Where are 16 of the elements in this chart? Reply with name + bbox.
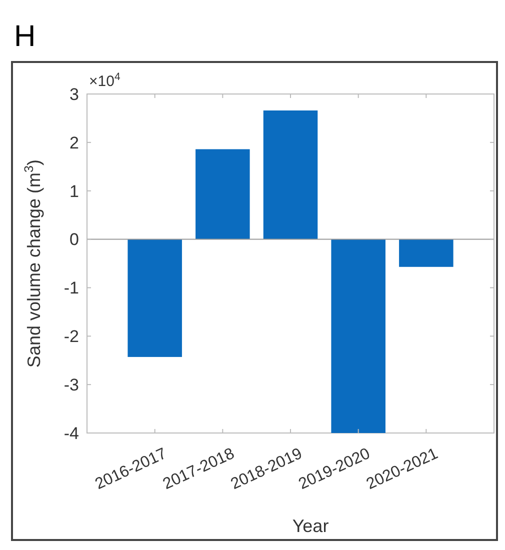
y-tick-label: 3 — [70, 84, 79, 104]
x-axis-title: Year — [292, 516, 329, 536]
bar — [128, 239, 182, 357]
chart-title: H — [14, 20, 36, 53]
y-tick-label: -3 — [64, 376, 79, 395]
bar — [399, 239, 454, 267]
y-tick-label: -1 — [64, 278, 79, 298]
y-tick-label: 2 — [70, 133, 79, 152]
y-tick-label: -2 — [64, 327, 79, 346]
y-tick-label: 1 — [70, 182, 79, 201]
y-tick-label: 0 — [70, 230, 79, 250]
bar — [331, 239, 386, 433]
y-tick-label: -4 — [64, 424, 79, 443]
bar — [196, 149, 250, 240]
text: ×10$^{4}$ — [89, 71, 120, 90]
bar — [263, 110, 318, 240]
